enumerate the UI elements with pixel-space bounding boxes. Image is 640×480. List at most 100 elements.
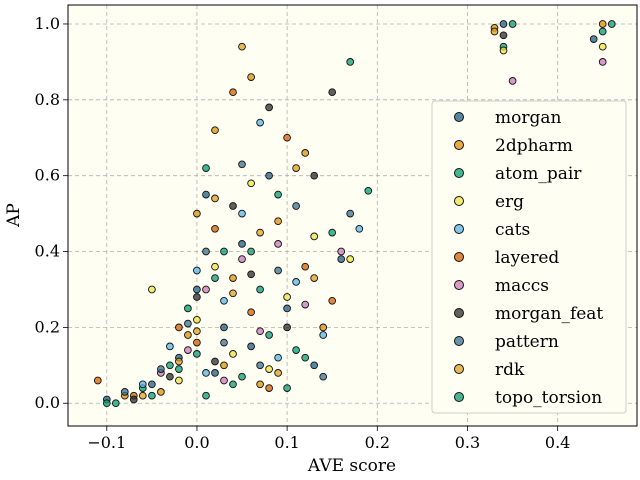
data-point	[193, 315, 201, 324]
x-tick-label: 0.2	[365, 433, 390, 452]
data-point	[274, 217, 282, 226]
data-point	[337, 247, 346, 256]
legend-label: maccs	[495, 276, 549, 296]
legend-label: morgan	[495, 108, 561, 128]
data-point	[265, 384, 273, 392]
data-point	[93, 376, 102, 385]
data-point	[238, 372, 246, 381]
data-point	[337, 255, 346, 263]
data-point	[148, 391, 156, 400]
data-point	[247, 179, 255, 188]
data-point	[274, 190, 282, 199]
data-point	[211, 262, 219, 271]
x-tick-label: 0.4	[545, 433, 570, 452]
data-point	[283, 384, 291, 392]
data-point	[220, 296, 228, 305]
data-point	[220, 247, 228, 256]
data-point	[247, 247, 255, 256]
data-point	[328, 228, 337, 237]
data-point	[508, 20, 517, 28]
x-tick-label: 0.1	[274, 433, 299, 452]
data-point	[319, 372, 328, 381]
data-point	[256, 380, 264, 389]
data-point	[220, 376, 228, 385]
data-point	[346, 255, 355, 263]
data-point	[301, 149, 310, 157]
data-point	[148, 285, 156, 294]
data-point	[328, 88, 337, 97]
data-point	[229, 88, 237, 97]
legend-box	[431, 100, 627, 414]
axis-ticks: −0.1 0.0 0.1 0.2 0.3 0.4 0.0 0.2 0.4 0.6 0.8 1.0	[35, 14, 571, 452]
data-point	[310, 171, 319, 180]
x-tick-label: 0.3	[455, 433, 480, 452]
data-point	[202, 247, 210, 256]
legend-marker	[454, 168, 464, 178]
data-point	[120, 388, 129, 396]
data-point	[193, 327, 201, 336]
y-tick-label: 0.4	[35, 242, 60, 261]
data-point	[598, 42, 607, 51]
data-point	[166, 361, 174, 370]
data-point	[211, 274, 219, 282]
data-point	[157, 388, 165, 396]
data-point	[238, 160, 246, 169]
data-point	[193, 209, 201, 218]
data-point	[238, 255, 246, 263]
data-point	[283, 133, 291, 142]
y-tick-label: 0.6	[35, 166, 60, 185]
data-point	[202, 190, 210, 199]
data-point	[346, 58, 355, 66]
data-point	[292, 346, 300, 354]
data-point	[328, 296, 337, 305]
data-point	[256, 228, 264, 237]
data-point	[589, 35, 598, 43]
data-point	[247, 342, 255, 351]
data-point	[211, 224, 219, 233]
data-point	[202, 369, 210, 377]
data-point	[490, 27, 499, 36]
data-point	[310, 274, 319, 282]
plot-frame	[67, 4, 638, 427]
legend-label: rdk	[495, 360, 525, 380]
legend-label: layered	[495, 248, 559, 268]
data-point	[283, 304, 291, 313]
data-point	[247, 308, 255, 317]
data-point	[129, 395, 138, 404]
data-points	[93, 20, 616, 408]
legend-label: morgan_feat	[495, 304, 603, 324]
data-point	[499, 46, 508, 55]
data-point	[355, 224, 364, 233]
data-point	[292, 202, 300, 210]
data-point	[292, 278, 300, 286]
y-tick-label: 0.8	[35, 90, 60, 109]
data-point	[508, 77, 517, 85]
legend-marker	[454, 224, 464, 234]
data-point	[202, 285, 210, 294]
data-point	[301, 262, 310, 271]
data-point	[220, 323, 228, 332]
data-point	[229, 350, 237, 358]
y-axis-label: AP	[4, 203, 24, 228]
legend-label: pattern	[495, 332, 559, 352]
legend-marker	[454, 196, 464, 206]
data-point	[166, 372, 174, 381]
y-tick-label: 0.2	[35, 317, 60, 336]
data-point	[157, 365, 165, 373]
data-point	[184, 346, 192, 354]
data-point	[598, 20, 607, 28]
data-point	[211, 194, 219, 203]
data-point	[102, 399, 111, 408]
x-tick-label: 0.0	[184, 433, 209, 452]
legend-label: erg	[495, 192, 524, 212]
x-axis-label: AVE score	[307, 456, 396, 476]
data-point	[274, 369, 282, 377]
data-point	[256, 327, 264, 336]
data-point	[229, 380, 237, 389]
legend-label: cats	[495, 220, 530, 240]
data-point	[319, 331, 328, 339]
data-point	[138, 380, 147, 389]
legend-marker	[454, 392, 464, 402]
